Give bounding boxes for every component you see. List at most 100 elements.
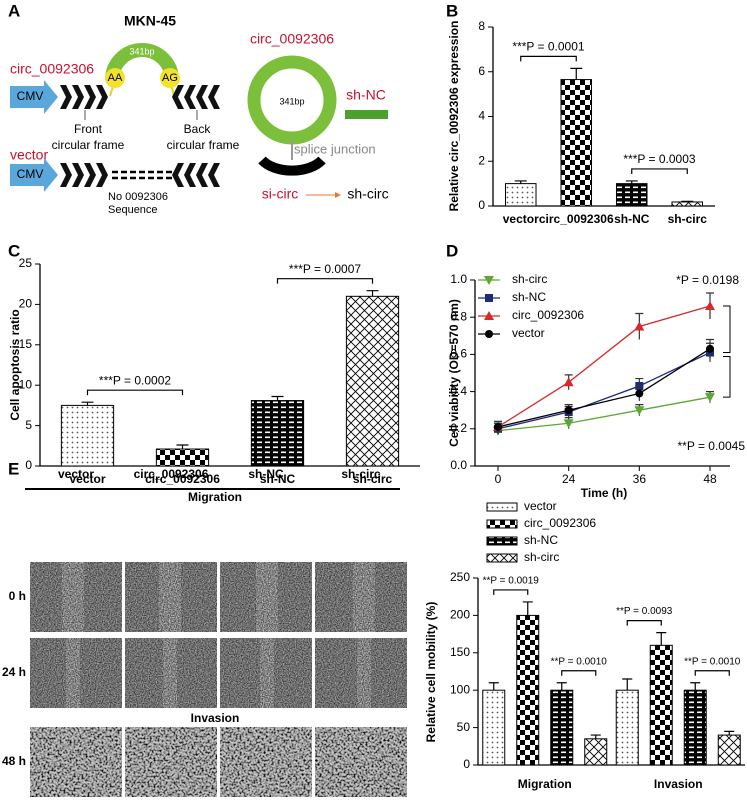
error-bar [570,67,583,80]
legend-swatch [486,502,518,512]
significance-bracket [520,55,577,62]
vector-note: No 0092306 [108,191,168,203]
panel-label: E [8,459,19,478]
axis [492,27,715,207]
line [497,351,711,430]
error-bar [176,444,189,450]
circ-rna [247,55,337,145]
significance-bracket [723,305,731,354]
error-bar [656,632,667,646]
y-tick-label: 4 [478,109,485,123]
y-tick-label: 15 [19,337,33,351]
texture [220,638,312,708]
error-bar [681,200,694,202]
x-tick-label: Migration [518,777,572,791]
line [497,305,711,428]
legend-label: vector [512,326,545,340]
marker [706,344,714,353]
x-tick-label: vector [503,212,539,226]
acceptor-site [105,68,125,88]
y-tick-label: 6 [478,64,485,78]
sh-nc-label: sh-NC [346,87,386,103]
y-tick-label: 25 [19,256,33,270]
y-tick-label: 200 [450,608,470,622]
circle-size: 341bp [279,96,304,106]
significance-bracket [276,278,374,284]
texture [220,562,312,632]
y-tick-label: 0.0 [450,458,467,472]
chevron [72,85,84,109]
chevron [172,85,184,109]
x-axis-label: Time (h) [581,486,627,500]
y-axis-label: Cell viability (OD=570 nm) [447,299,461,447]
chevron [60,85,72,109]
promoter-label: CMV [17,89,44,103]
bar [550,689,574,766]
y-tick-label: 20 [19,297,33,311]
annotation: ***P = 0.0001 [512,40,585,54]
marker [634,406,645,416]
chevron [208,163,220,187]
y-tick-label: 150 [450,645,470,659]
construct-label: circ_0092306 [10,61,94,77]
legend-label: circ_0092306 [524,516,596,530]
y-tick-label: 0 [463,757,470,771]
y-tick-label: 0.4 [450,384,467,398]
bar [516,614,540,766]
panel-label: D [446,241,458,260]
y-tick-label: 2 [478,153,485,167]
y-tick-label: 50 [457,720,471,734]
legend-label: circ_0092306 [512,308,584,322]
bar [584,738,608,766]
x-tick-label: circ_0092306 [539,212,614,226]
annotation: *P = 0.0198 [676,273,739,287]
texture [30,638,122,708]
x-tick-label: sh-NC [260,472,296,486]
error-bar [556,682,567,691]
bar [671,201,704,207]
annotation: ***P = 0.0007 [289,262,362,276]
line [497,396,711,432]
legend-swatch [486,536,518,546]
texture [30,562,122,632]
y-tick-label: 10 [19,377,33,391]
texture [315,727,407,797]
bar [345,295,400,467]
bar [504,183,537,207]
error-bar [690,682,701,691]
y-tick-label: 1.0 [450,272,467,286]
junction-label: splice junction [294,141,376,156]
legend-label: sh-circ [524,550,559,564]
y-axis-label: Relative circ_0092306 expression [447,21,461,212]
chevron [96,85,108,109]
texture [30,727,122,797]
bar [560,79,593,207]
texture [125,727,217,797]
vector-label: vector [10,147,48,163]
line [497,348,711,428]
legend-label: sh-circ [512,272,547,286]
marker [705,393,715,403]
column-header: sh-circ [341,467,381,481]
x-tick-label: circ_0092306 [145,472,220,486]
chevron [196,85,208,109]
y-tick-label: 0 [25,458,32,472]
x-tick-label: 0 [495,472,502,486]
bar [649,644,673,766]
chevron [184,163,196,187]
legend-marker [484,276,494,285]
bar [683,689,707,766]
column-header: vector [58,467,94,481]
error-bar [590,734,601,739]
error-bar [522,601,533,616]
x-tick-label: sh-circ [353,472,393,486]
promoter-arrow [10,80,58,114]
annotation: **P = 0.0010 [684,656,741,667]
y-tick-label: 0.2 [450,421,467,435]
empty-insert [112,170,174,180]
chevron [184,85,196,109]
diagram-title: MKN-45 [124,13,176,29]
vector-note: Sequence [108,204,158,216]
